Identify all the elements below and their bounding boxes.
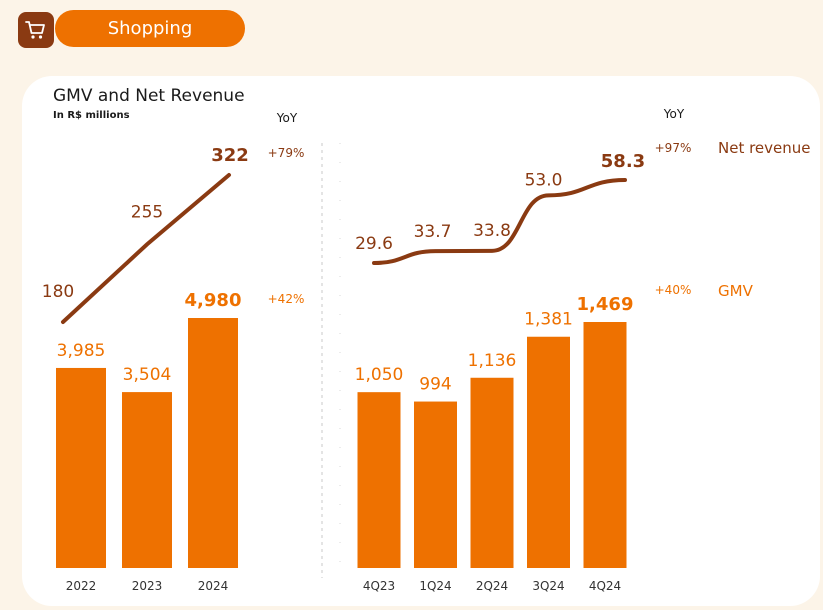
gmv-bar <box>414 401 457 568</box>
gmv-bar-label: 994 <box>419 375 451 395</box>
legend-gmv: GMV <box>718 282 754 300</box>
legend-net-revenue: Net revenue <box>718 139 811 157</box>
net-revenue-label: 33.8 <box>473 221 511 241</box>
gmv-bar-label: 3,504 <box>123 365 172 385</box>
gmv-bar <box>583 322 627 568</box>
net-revenue-label: 58.3 <box>601 151 645 172</box>
net-revenue-label: 33.7 <box>414 222 452 242</box>
gmv-bar-label: 1,136 <box>468 351 517 371</box>
yoy-net-revenue-annual: +79% <box>268 146 305 160</box>
x-tick-label: 2Q24 <box>476 579 508 593</box>
gmv-bar <box>470 377 514 568</box>
net-revenue-label: 255 <box>131 202 163 222</box>
x-tick-label: 3Q24 <box>532 579 564 593</box>
x-tick-label: 2022 <box>66 579 97 593</box>
yoy-header-quarterly: YoY <box>663 107 685 121</box>
net-revenue-label: 53.0 <box>525 170 563 190</box>
chart-subtitle: In R$ millions <box>53 110 130 121</box>
yoy-header-annual: YoY <box>276 111 298 125</box>
gmv-bar-label: 1,469 <box>577 294 634 315</box>
net-revenue-line <box>61 173 231 324</box>
gmv-bar <box>122 392 172 568</box>
x-tick-label: 2024 <box>198 579 229 593</box>
gmv-bar-label: 4,980 <box>185 290 242 311</box>
x-tick-label: 4Q24 <box>589 579 621 593</box>
chart-title: GMV and Net Revenue <box>53 86 245 106</box>
x-tick-label: 2023 <box>132 579 163 593</box>
gmv-bar-label: 3,985 <box>57 341 106 361</box>
section-title-label: Shopping <box>107 18 193 39</box>
net-revenue-label: 180 <box>42 282 74 302</box>
section-title-pill: Shopping <box>55 10 245 47</box>
gmv-bar <box>527 336 570 568</box>
gmv-bar <box>188 318 238 568</box>
x-tick-label: 4Q23 <box>363 579 395 593</box>
net-revenue-label: 322 <box>211 145 249 166</box>
gmv-bar <box>56 367 106 568</box>
shopping-cart-icon <box>18 12 54 48</box>
x-tick-label: 1Q24 <box>419 579 451 593</box>
yoy-net-revenue-quarterly: +97% <box>655 141 692 155</box>
gmv-bar-label: 1,381 <box>524 310 573 330</box>
gmv-bar-label: 1,050 <box>355 365 404 385</box>
net-revenue-label: 29.6 <box>355 234 393 254</box>
gmv-bar <box>357 392 401 568</box>
net-revenue-line <box>372 178 627 265</box>
yoy-gmv-annual: +42% <box>268 292 305 306</box>
yoy-gmv-quarterly: +40% <box>655 283 692 297</box>
